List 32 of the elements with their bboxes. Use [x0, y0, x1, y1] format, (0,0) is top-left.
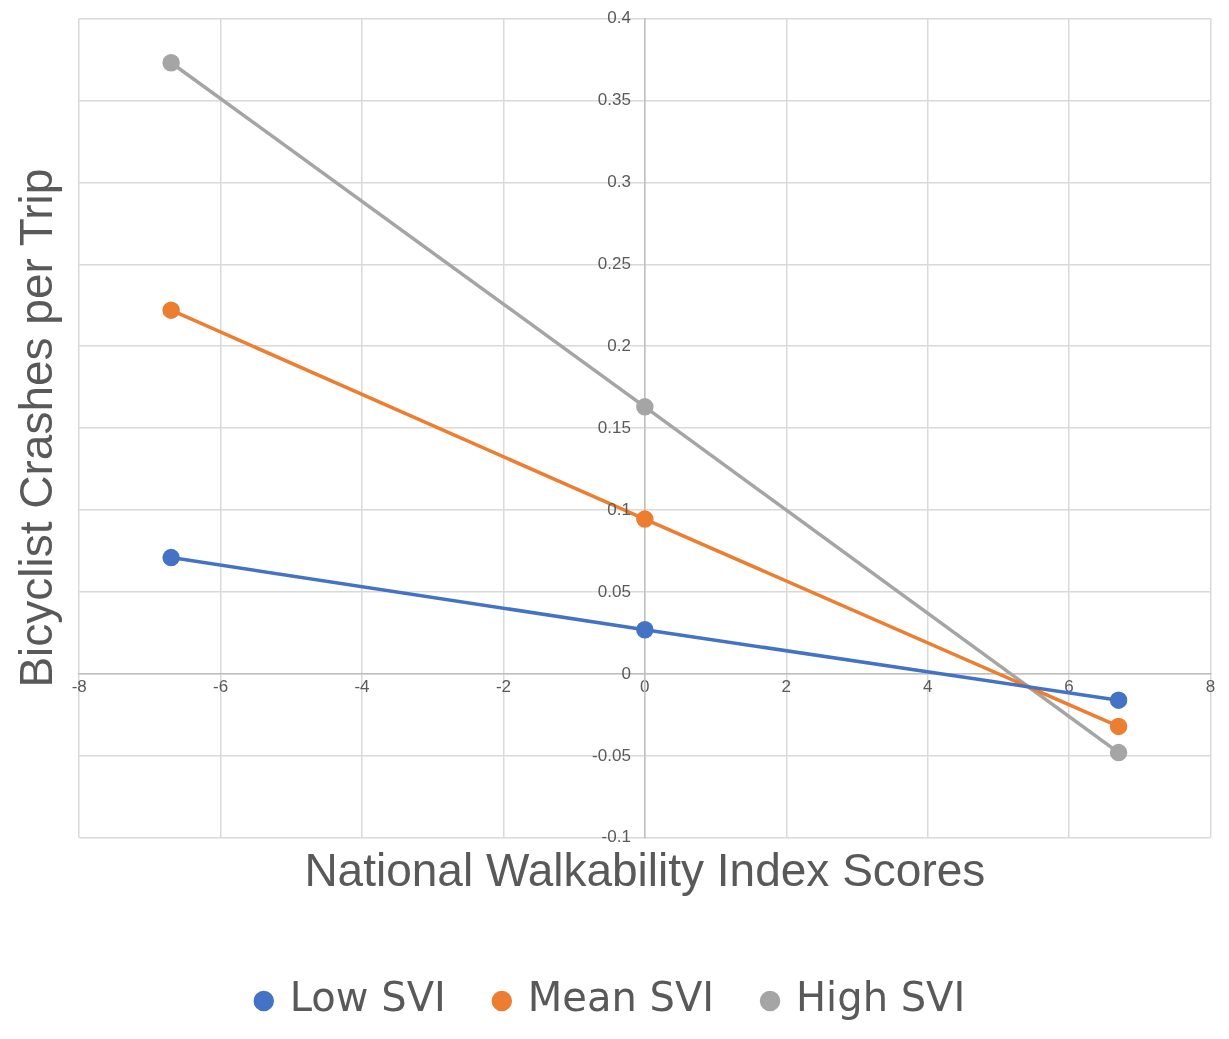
point — [1109, 691, 1128, 709]
legend-label: Mean SVI — [527, 974, 715, 1021]
y-tick-label: 0.05 — [597, 581, 631, 601]
y-tick-label: 0.3 — [607, 172, 631, 192]
x-tick-label: 2 — [781, 676, 791, 696]
x-tick-label: 6 — [1064, 676, 1074, 696]
x-tick-label: 4 — [922, 676, 933, 696]
y-tick-label: 0 — [621, 663, 631, 683]
y-tick-label: 0.35 — [597, 90, 631, 110]
point — [1109, 717, 1128, 736]
y-tick-label: 0.15 — [597, 417, 631, 437]
point — [162, 301, 180, 319]
x-tick-label: -2 — [495, 676, 511, 696]
point — [636, 398, 654, 416]
point — [636, 510, 654, 528]
point — [162, 53, 180, 72]
legend-label: High SVI — [796, 974, 966, 1021]
y-tick-label: 0.25 — [597, 253, 631, 273]
y-tick-label: -0.05 — [592, 745, 631, 765]
point — [162, 548, 180, 567]
point — [1109, 743, 1128, 762]
legend-label: Low SVI — [289, 974, 446, 1021]
point — [636, 620, 654, 639]
x-axis-title: National Walkability Index Scores — [304, 844, 986, 897]
x-tick-label: -4 — [354, 676, 370, 696]
x-tick-label: -6 — [213, 676, 229, 696]
x-tick-label: -8 — [71, 676, 87, 696]
y-tick-label: 0.2 — [607, 335, 631, 355]
y-tick-label: 0.4 — [607, 8, 631, 28]
y-tick-label: -0.1 — [601, 827, 631, 847]
y-axis-title: Bicyclist Crashes per Trip — [10, 168, 63, 688]
x-tick-label: 8 — [1205, 676, 1216, 696]
